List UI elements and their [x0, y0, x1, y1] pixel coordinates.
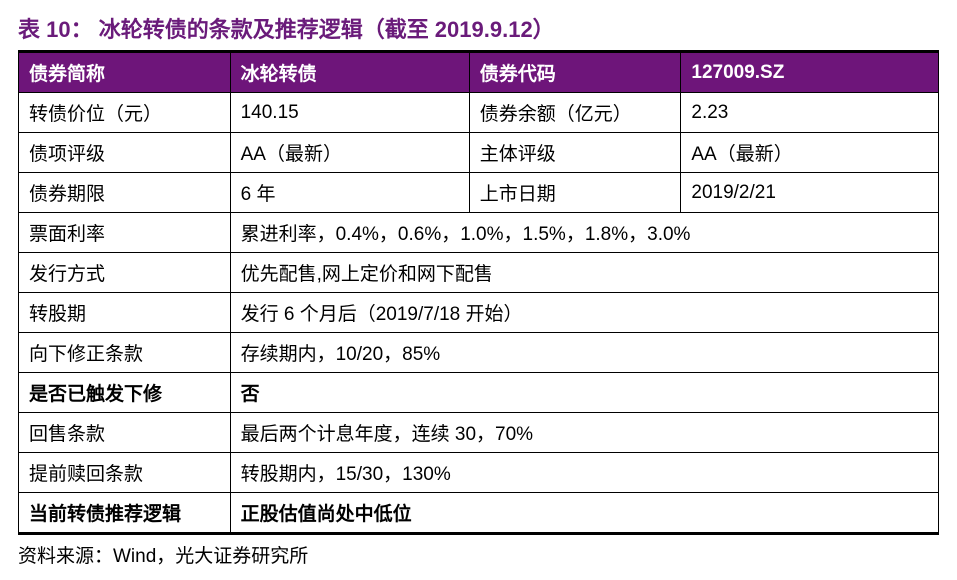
table-cell: 转债价位（元） [19, 93, 231, 133]
table-cell-value: 转股期内，15/30，130% [230, 453, 938, 493]
table-row: 票面利率累进利率，0.4%，0.6%，1.0%，1.5%，1.8%，3.0% [19, 213, 939, 253]
table-cell: 主体评级 [469, 133, 681, 173]
table-cell: 140.15 [230, 93, 469, 133]
table-cell: 债券余额（亿元） [469, 93, 681, 133]
table-cell-value: 最后两个计息年度，连续 30，70% [230, 413, 938, 453]
table-cell-value: 累进利率，0.4%，0.6%，1.0%，1.5%，1.8%，3.0% [230, 213, 938, 253]
table-cell: AA（最新） [681, 133, 939, 173]
table-row: 转股期发行 6 个月后（2019/7/18 开始） [19, 293, 939, 333]
table-cell-value: 否 [230, 373, 938, 413]
table-row: 债项评级AA（最新）主体评级AA（最新） [19, 133, 939, 173]
header-cell-bond-code-value: 127009.SZ [681, 52, 939, 93]
table-cell: 债券期限 [19, 173, 231, 213]
table-row: 转债价位（元）140.15债券余额（亿元）2.23 [19, 93, 939, 133]
table-cell: 上市日期 [469, 173, 681, 213]
table-cell: 6 年 [230, 173, 469, 213]
table-title: 表 10： 冰轮转债的条款及推荐逻辑（截至 2019.9.12） [18, 12, 939, 44]
table-row: 是否已触发下修否 [19, 373, 939, 413]
table-cell-label: 向下修正条款 [19, 333, 231, 373]
table-cell-label: 是否已触发下修 [19, 373, 231, 413]
header-cell-bond-name-label: 债券简称 [19, 52, 231, 93]
table-cell-value: 存续期内，10/20，85% [230, 333, 938, 373]
bond-terms-table: 债券简称 冰轮转债 债券代码 127009.SZ 转债价位（元）140.15债券… [18, 50, 939, 535]
table-cell: 2019/2/21 [681, 173, 939, 213]
table-cell-label: 当前转债推荐逻辑 [19, 493, 231, 534]
table-row: 回售条款最后两个计息年度，连续 30，70% [19, 413, 939, 453]
table-row: 向下修正条款存续期内，10/20，85% [19, 333, 939, 373]
header-cell-bond-code-label: 债券代码 [469, 52, 681, 93]
table-row: 当前转债推荐逻辑正股估值尚处中低位 [19, 493, 939, 534]
table-cell: 2.23 [681, 93, 939, 133]
table-cell-label: 发行方式 [19, 253, 231, 293]
table-cell-label: 提前赎回条款 [19, 453, 231, 493]
table-cell-label: 回售条款 [19, 413, 231, 453]
table-cell-label: 转股期 [19, 293, 231, 333]
table-cell: AA（最新） [230, 133, 469, 173]
table-cell-label: 票面利率 [19, 213, 231, 253]
header-cell-bond-name-value: 冰轮转债 [230, 52, 469, 93]
data-source: 资料来源：Wind，光大证券研究所 [18, 541, 939, 568]
table-row: 债券期限6 年上市日期2019/2/21 [19, 173, 939, 213]
table-cell-value: 优先配售,网上定价和网下配售 [230, 253, 938, 293]
table-cell-value: 正股估值尚处中低位 [230, 493, 938, 534]
table-row: 发行方式优先配售,网上定价和网下配售 [19, 253, 939, 293]
table-header-row: 债券简称 冰轮转债 债券代码 127009.SZ [19, 52, 939, 93]
table-row: 提前赎回条款转股期内，15/30，130% [19, 453, 939, 493]
table-cell: 债项评级 [19, 133, 231, 173]
table-cell-value: 发行 6 个月后（2019/7/18 开始） [230, 293, 938, 333]
